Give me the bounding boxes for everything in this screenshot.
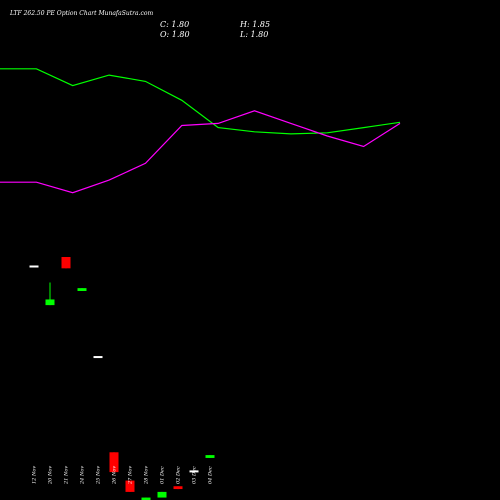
- candle-27-nov: [125, 480, 135, 492]
- date-label: 26 Nov: [112, 466, 118, 485]
- candle-body: [189, 470, 199, 473]
- candle-body: [173, 486, 183, 490]
- chart-title: LTF 262.50 PE Option Chart MunafaSutra.c…: [9, 10, 153, 17]
- candle-body: [61, 257, 71, 269]
- candle-20-nov: [45, 282, 55, 306]
- date-label: 04 Dec: [208, 466, 214, 484]
- high-value: H: 1.85: [239, 20, 270, 29]
- candle-01-dec: [157, 491, 167, 498]
- series-line-1: [0, 110, 401, 194]
- date-label: 20 Nov: [48, 466, 54, 485]
- candle-body: [29, 265, 39, 268]
- date-label: 02 Dec: [176, 466, 182, 484]
- date-axis: 12 Nov 20 Nov 21 Nov 24 Nov 25 Nov 26 Nov 27 N…: [32, 466, 214, 485]
- candle-body: [157, 491, 167, 498]
- close-value: C: 1.80: [160, 20, 189, 29]
- date-label: 12 Nov: [32, 466, 38, 484]
- date-label: 01 Dec: [160, 466, 166, 484]
- indicator-lines: [0, 68, 401, 194]
- candle-02-dec: [173, 486, 183, 490]
- candle-04-dec: [205, 455, 215, 458]
- candle-body: [109, 452, 119, 473]
- date-label: 25 Nov: [96, 466, 102, 485]
- date-label: 21 Nov: [64, 466, 70, 485]
- date-label: 03 Dec: [192, 466, 198, 484]
- candle-body: [141, 497, 151, 500]
- candle-body: [77, 288, 87, 291]
- date-label: 24 Nov: [80, 466, 86, 485]
- low-value: L: 1.80: [239, 30, 268, 39]
- candle-25-nov: [93, 356, 103, 359]
- candle-body: [93, 356, 103, 359]
- candles: [29, 257, 215, 500]
- candle-body: [45, 299, 55, 306]
- candle-body: [125, 480, 135, 492]
- open-value: O: 1.80: [160, 30, 190, 39]
- candle-21-nov: [61, 257, 71, 269]
- candle-12-nov: [29, 265, 39, 268]
- series-line-0: [0, 68, 401, 135]
- date-label: 27 Nov: [128, 466, 134, 485]
- candle-24-nov: [77, 288, 87, 291]
- candle-body: [205, 455, 215, 458]
- date-label: 28 Nov: [144, 466, 150, 485]
- candle-03-dec: [189, 470, 199, 473]
- candle-26-nov: [109, 452, 119, 473]
